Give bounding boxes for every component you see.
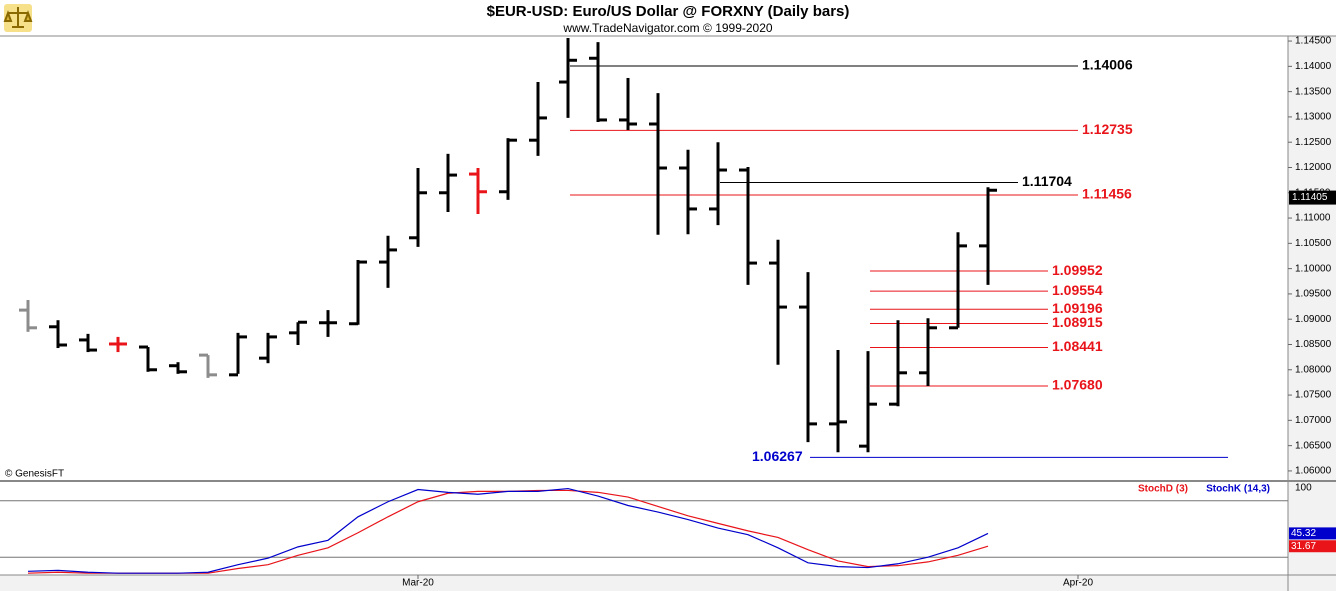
legend-label: StochK (14,3): [1206, 484, 1270, 495]
level-label: 1.08441: [1052, 338, 1103, 354]
level-label: 1.09554: [1052, 282, 1103, 298]
time-axis-bg: [0, 575, 1288, 591]
y-tick-label: 1.12000: [1295, 162, 1332, 173]
source: © GenesisFT: [5, 469, 64, 480]
legend-label: StochD (3): [1138, 484, 1188, 495]
x-tick-label: Mar-20: [402, 578, 434, 589]
chart-subtitle: www.TradeNavigator.com © 1999-2020: [562, 21, 772, 35]
stoch-line: [27, 487, 989, 574]
logo: [3, 4, 33, 32]
y-tick-label: 1.07500: [1295, 390, 1332, 401]
level-label: 1.11704: [1022, 173, 1072, 189]
y-tick-label: 1.13500: [1295, 86, 1332, 97]
y-tick-label: 1.08500: [1295, 339, 1332, 350]
y-tick-label: 1.14500: [1295, 36, 1332, 47]
level-label: 1.12735: [1082, 121, 1133, 137]
y-tick-label: 1.10500: [1295, 238, 1332, 249]
logo-scale: [3, 7, 33, 28]
y-tick-label: 1.06500: [1295, 440, 1332, 451]
y-tick-label: 1.08000: [1295, 364, 1332, 375]
level-label: 1.09196: [1052, 300, 1103, 316]
level-label: 1.09952: [1052, 262, 1103, 278]
chart-title: $EUR-USD: Euro/US Dollar @ FORXNY (Daily…: [487, 3, 850, 20]
price-axis-bg: [1288, 36, 1336, 591]
last-value-label: 31.67: [1291, 541, 1316, 552]
y-tick-label: 1.10000: [1295, 263, 1332, 274]
last-value-box: [1289, 527, 1336, 540]
x-tick-label: Apr-20: [1063, 578, 1093, 589]
y-tick-label: 1.07000: [1295, 415, 1332, 426]
last-value-box: [1289, 540, 1336, 553]
y-tick-label: 1.13000: [1295, 112, 1332, 123]
y-tick-label: 1.14000: [1295, 61, 1332, 72]
y-tick-label: 1.09000: [1295, 314, 1332, 325]
level-label: 1.08915: [1052, 314, 1103, 330]
y-tick-label: 1.11000: [1295, 213, 1331, 224]
last-value-label: 45.32: [1291, 528, 1316, 539]
y-tick-label: 1.12500: [1295, 137, 1332, 148]
last-price-label: 1.11405: [1292, 192, 1328, 203]
level-label: 1.07680: [1052, 377, 1103, 393]
last-price-box: [1289, 190, 1336, 205]
level-label: 1.14006: [1082, 57, 1133, 73]
level-label: 1.06267: [752, 448, 803, 464]
level-label: 1.11456: [1082, 186, 1132, 202]
y-tick-label: 1.09500: [1295, 289, 1332, 300]
y-tick-label: 100: [1295, 483, 1312, 494]
y-tick-label: 1.06000: [1295, 466, 1332, 477]
